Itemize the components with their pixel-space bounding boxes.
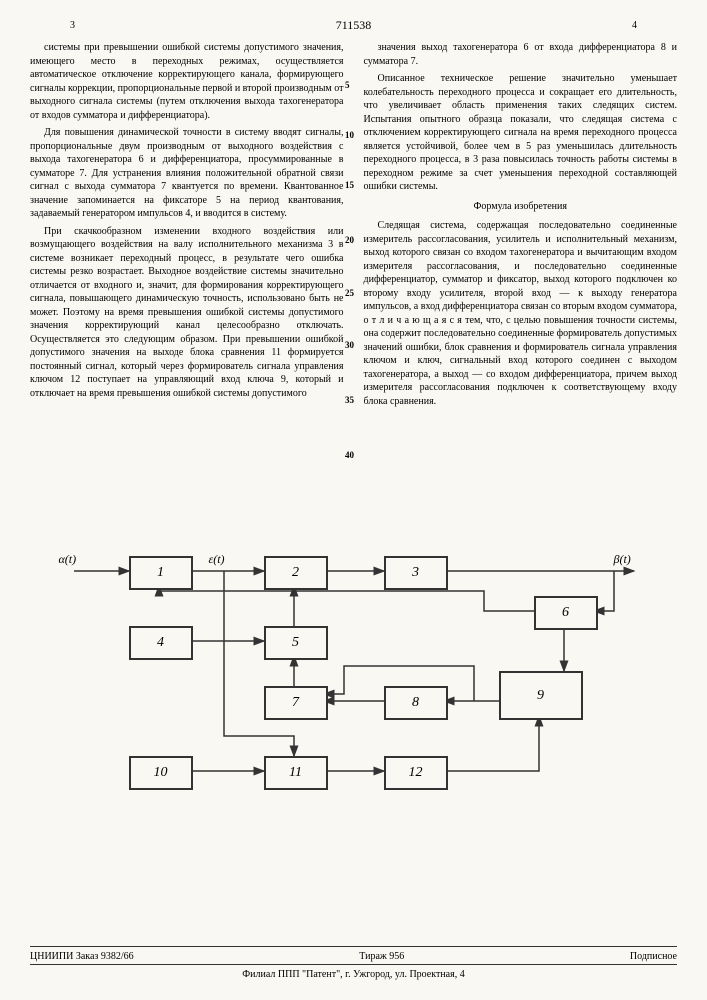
footer-address: Филиал ППП "Патент", г. Ужгород, ул. Про…	[30, 969, 677, 980]
right-p2: Описанное техническое решение значительн…	[364, 72, 678, 194]
footer-row-1: ЦНИИПИ Заказ 9382/66 Тираж 956 Подписное	[30, 951, 677, 962]
footer-sub: Подписное	[630, 951, 677, 962]
line-35: 35	[345, 395, 354, 405]
right-p3: Следящая система, содержащая последовате…	[364, 219, 678, 408]
line-15: 15	[345, 180, 354, 190]
line-5: 5	[345, 80, 350, 90]
block-1: 1	[129, 556, 193, 590]
line-25: 25	[345, 288, 354, 298]
line-30: 30	[345, 340, 354, 350]
footer-rule-2	[30, 964, 677, 965]
left-column: системы при превышении ошибкой системы д…	[30, 41, 344, 521]
left-p2: Для повышения динамической точности в си…	[30, 126, 344, 221]
page-num-left: 3	[70, 20, 75, 31]
eps-label: ε(t)	[209, 552, 225, 567]
footer: ЦНИИПИ Заказ 9382/66 Тираж 956 Подписное…	[30, 946, 677, 980]
block-7: 7	[264, 686, 328, 720]
alpha-label: α(t)	[59, 552, 77, 567]
doc-number: 711538	[336, 18, 372, 33]
line-40: 40	[345, 450, 354, 460]
block-2: 2	[264, 556, 328, 590]
block-5: 5	[264, 626, 328, 660]
right-p1: значения выход тахогенератора 6 от входа…	[364, 41, 678, 68]
page-num-right: 4	[632, 20, 637, 31]
text-columns: системы при превышении ошибкой системы д…	[30, 41, 677, 521]
line-20: 20	[345, 235, 354, 245]
block-11: 11	[264, 756, 328, 790]
left-p3: При скачкообразном изменении входного во…	[30, 225, 344, 401]
block-6: 6	[534, 596, 598, 630]
block-4: 4	[129, 626, 193, 660]
beta-label: β(t)	[614, 552, 631, 567]
block-10: 10	[129, 756, 193, 790]
block-diagram: α(t) ε(t) β(t) 123456789101112	[54, 536, 654, 816]
right-column: значения выход тахогенератора 6 от входа…	[364, 41, 678, 521]
page: 3 4 711538 системы при превышении ошибко…	[0, 0, 707, 1000]
footer-rule-1	[30, 946, 677, 947]
formula-title: Формула изобретения	[364, 200, 678, 214]
block-12: 12	[384, 756, 448, 790]
footer-order: ЦНИИПИ Заказ 9382/66	[30, 951, 134, 962]
block-3: 3	[384, 556, 448, 590]
footer-tirage: Тираж 956	[359, 951, 404, 962]
block-9: 9	[499, 671, 583, 720]
left-p1: системы при превышении ошибкой системы д…	[30, 41, 344, 122]
block-8: 8	[384, 686, 448, 720]
line-10: 10	[345, 130, 354, 140]
